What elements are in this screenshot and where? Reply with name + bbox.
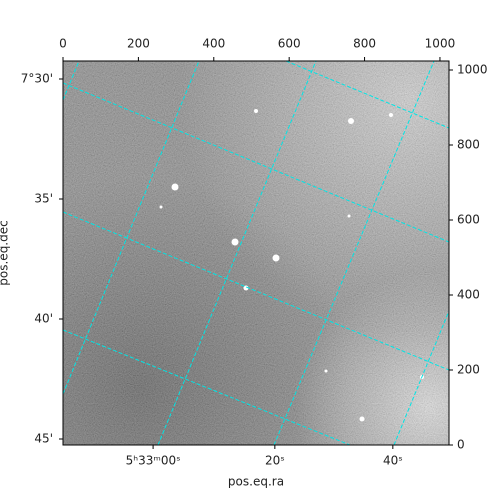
y-tick-label: 45' (34, 432, 53, 446)
y-tick-label: 35' (34, 192, 53, 206)
x2-tick-label: 200 (127, 37, 150, 51)
x2-tick-label: 400 (202, 37, 225, 51)
frame (62, 60, 450, 446)
coordinate-grid (63, 61, 449, 445)
y2-tick-label: 1000 (457, 63, 488, 77)
y2-tick-label: 600 (457, 213, 480, 227)
x-tick-label: 5ʰ33ᵐ00ˢ (126, 454, 181, 468)
y-tick-label: 7°30' (21, 72, 53, 86)
y2-tick-label: 200 (457, 363, 480, 377)
x-tick-label: 40ˢ (383, 454, 403, 468)
x2-tick-label: 0 (59, 37, 67, 51)
x2-tick-label: 800 (353, 37, 376, 51)
x2-tick-label: 600 (278, 37, 301, 51)
y-axis-label: pos.eq.dec (0, 220, 11, 285)
x2-tick-label: 1000 (425, 37, 456, 51)
x-axis-label: pos.eq.ra (228, 475, 284, 489)
y2-tick-label: 800 (457, 138, 480, 152)
y-tick-label: 40' (34, 312, 53, 326)
x-tick-label: 20ˢ (265, 454, 285, 468)
y2-tick-label: 0 (457, 438, 465, 452)
y2-tick-label: 400 (457, 288, 480, 302)
image (63, 61, 449, 445)
